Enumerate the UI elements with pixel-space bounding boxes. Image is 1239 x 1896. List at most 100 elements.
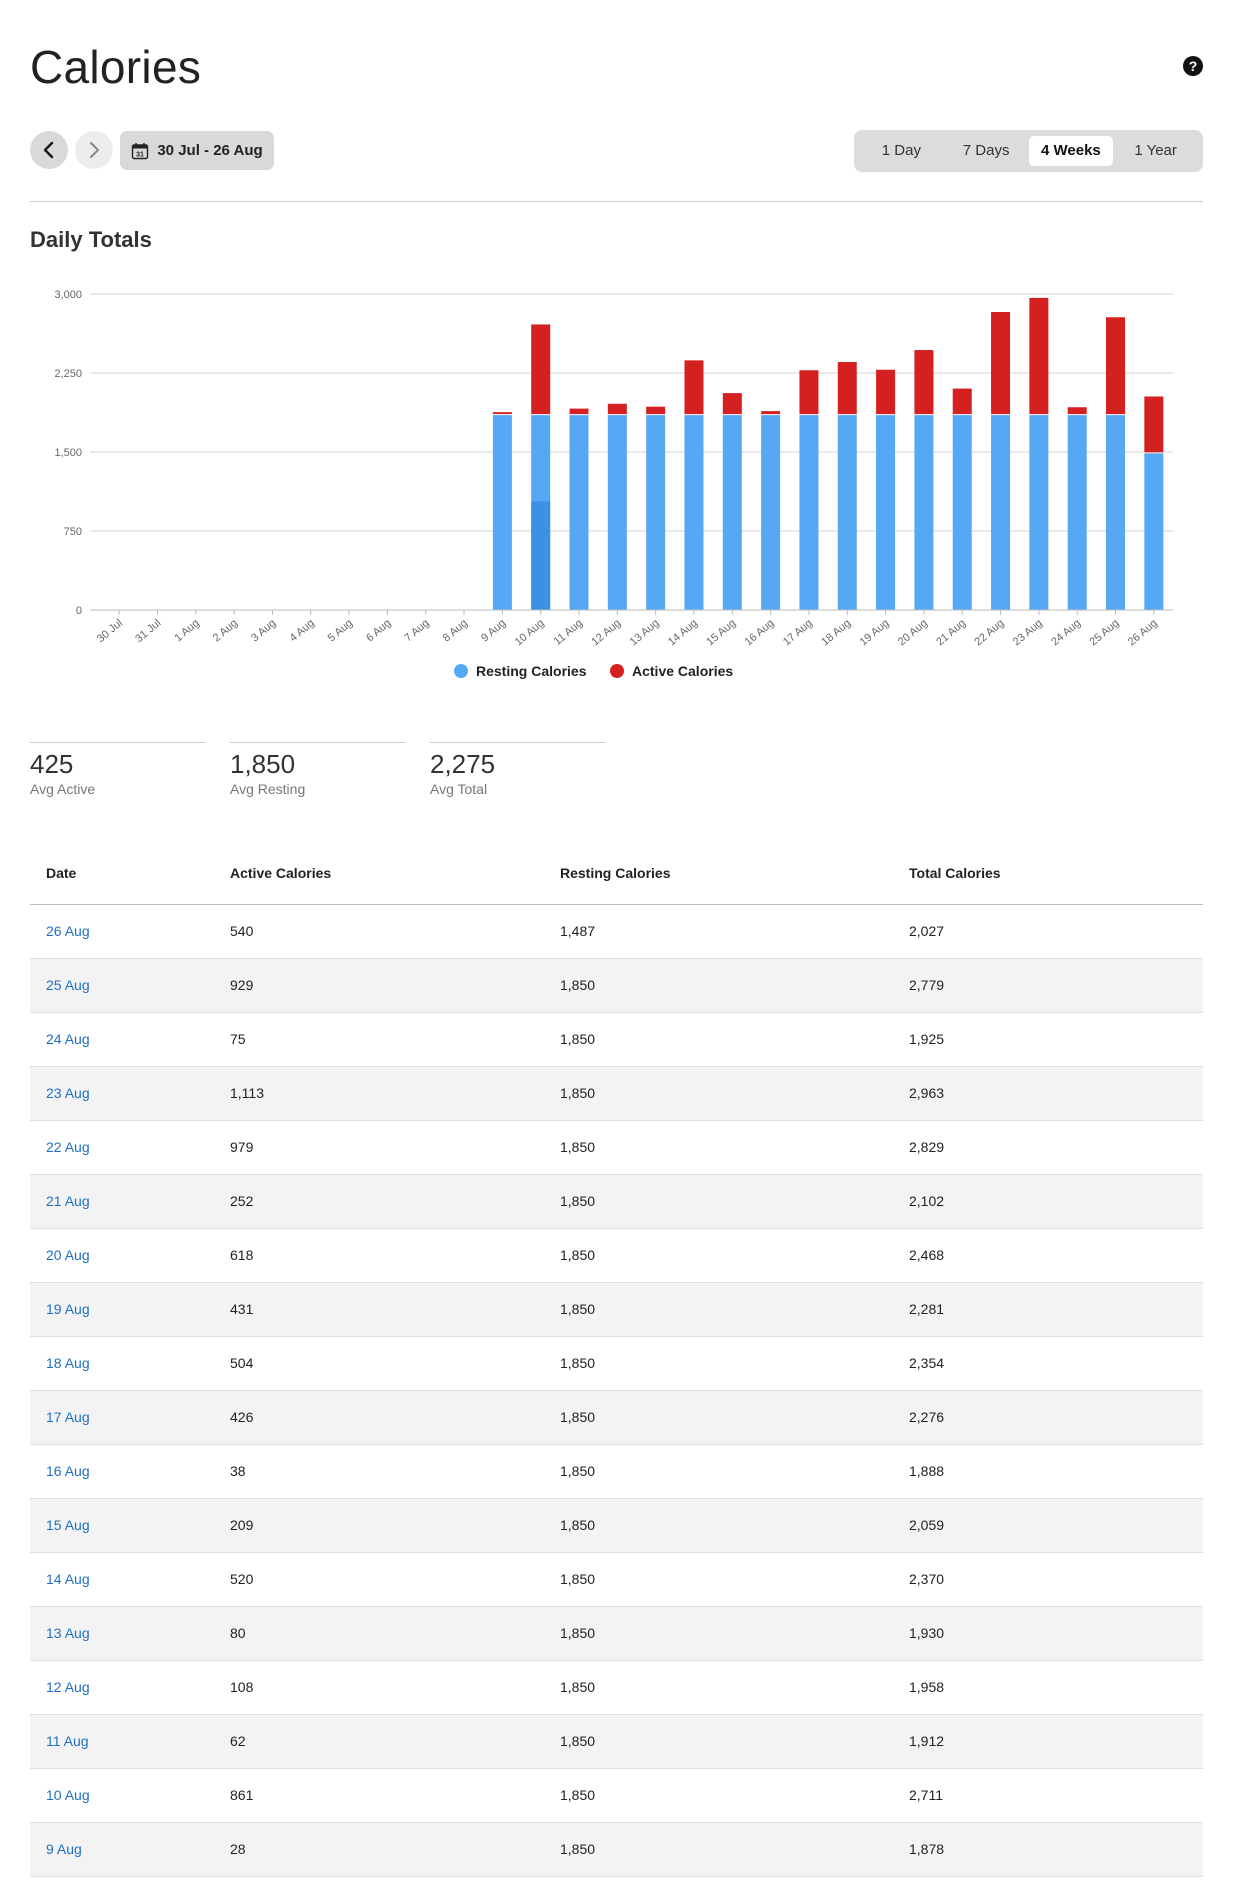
total-cell: 2,276 <box>893 1390 1203 1445</box>
next-period-button[interactable] <box>75 131 113 169</box>
active-bar <box>952 388 972 415</box>
active-cell: 38 <box>214 1444 544 1499</box>
table-row: 21 Aug 252 1,850 2,102 <box>30 1174 1203 1229</box>
range-option-7-days[interactable]: 7 Days <box>962 142 1010 159</box>
stat-value: 425 <box>30 749 74 779</box>
stat-value: 1,850 <box>230 749 296 779</box>
range-option-1-day[interactable]: 1 Day <box>881 142 921 159</box>
previous-period-button[interactable] <box>30 131 68 169</box>
date-link[interactable]: 14 Aug <box>30 1552 214 1607</box>
x-tick-label: 16 Aug <box>743 617 777 648</box>
active-cell: 1,113 <box>214 1066 544 1121</box>
active-bar <box>1144 396 1164 453</box>
resting-bar <box>991 415 1011 610</box>
date-link[interactable]: 10 Aug <box>30 1768 214 1823</box>
table-row: 19 Aug 431 1,850 2,281 <box>30 1282 1203 1337</box>
active-bar <box>492 412 512 415</box>
resting-cell: 1,487 <box>544 904 893 959</box>
y-tick-label: 3,000 <box>54 289 82 301</box>
active-bar <box>531 324 551 415</box>
date-link[interactable]: 15 Aug <box>30 1498 214 1553</box>
resting-cell: 1,850 <box>544 1336 893 1391</box>
x-tick-label: 12 Aug <box>589 617 623 648</box>
column-header-total[interactable]: Total Calories <box>893 843 1203 905</box>
date-link[interactable]: 13 Aug <box>30 1606 214 1661</box>
date-link[interactable]: 26 Aug <box>30 904 214 959</box>
date-range-button[interactable]: 31 30 Jul - 26 Aug <box>120 131 274 170</box>
x-tick-label: 8 Aug <box>441 617 470 644</box>
date-link[interactable]: 12 Aug <box>30 1660 214 1715</box>
resting-bar <box>914 415 934 610</box>
x-tick-label: 17 Aug <box>781 617 815 648</box>
x-tick-label: 18 Aug <box>819 617 853 648</box>
column-header-date[interactable]: Date <box>30 843 214 905</box>
chevron-right-icon <box>90 142 99 158</box>
date-link[interactable]: 25 Aug <box>30 958 214 1013</box>
active-cell: 62 <box>214 1714 544 1769</box>
active-cell: 431 <box>214 1282 544 1337</box>
resting-cell: 1,850 <box>544 1714 893 1769</box>
active-bar <box>837 362 857 415</box>
date-link[interactable]: 20 Aug <box>30 1228 214 1283</box>
total-cell: 2,102 <box>893 1174 1203 1229</box>
stat-label: Avg Total <box>430 781 488 797</box>
x-tick-label: 21 Aug <box>934 617 968 648</box>
x-tick-label: 15 Aug <box>704 617 738 648</box>
active-cell: 520 <box>214 1552 544 1607</box>
resting-cell: 1,850 <box>544 1174 893 1229</box>
range-option-1-year[interactable]: 1 Year <box>1134 142 1177 159</box>
x-tick-label: 31 Jul <box>133 617 163 645</box>
resting-cell: 1,850 <box>544 1012 893 1067</box>
active-cell: 80 <box>214 1606 544 1661</box>
x-tick-label: 20 Aug <box>896 617 930 648</box>
table-row: 13 Aug 80 1,850 1,930 <box>30 1606 1203 1661</box>
resting-bar <box>722 415 742 610</box>
resting-cell: 1,850 <box>544 1822 893 1877</box>
range-option-4-weeks[interactable]: 4 Weeks <box>1028 136 1114 166</box>
column-header-resting[interactable]: Resting Calories <box>544 843 893 905</box>
total-cell: 2,059 <box>893 1498 1203 1553</box>
x-tick-label: 25 Aug <box>1087 617 1121 648</box>
table-row: 10 Aug 861 1,850 2,711 <box>30 1768 1203 1823</box>
date-link[interactable]: 22 Aug <box>30 1120 214 1175</box>
resting-bar-highlight <box>531 501 551 610</box>
legend-resting-label: Resting Calories <box>476 663 587 679</box>
date-link[interactable]: 19 Aug <box>30 1282 214 1337</box>
resting-bar <box>1144 453 1164 610</box>
resting-bar <box>761 415 781 610</box>
active-bar <box>646 406 666 415</box>
total-cell: 1,912 <box>893 1714 1203 1769</box>
date-link[interactable]: 17 Aug <box>30 1390 214 1445</box>
resting-cell: 1,850 <box>544 1660 893 1715</box>
help-icon[interactable]: ? <box>1183 56 1203 76</box>
date-link[interactable]: 9 Aug <box>30 1822 214 1877</box>
date-link[interactable]: 24 Aug <box>30 1012 214 1067</box>
active-bar <box>799 370 819 415</box>
column-header-active[interactable]: Active Calories <box>214 843 544 905</box>
date-link[interactable]: 18 Aug <box>30 1336 214 1391</box>
x-tick-label: 4 Aug <box>287 617 316 644</box>
active-cell: 28 <box>214 1822 544 1877</box>
date-link[interactable]: 23 Aug <box>30 1066 214 1121</box>
active-bar <box>722 393 742 415</box>
resting-cell: 1,850 <box>544 1066 893 1121</box>
daily-totals-chart: 0 750 1,500 2,250 3,000 30 Jul 31 Jul 1 Aug 2 Au… <box>54 289 1173 679</box>
resting-bar <box>646 415 666 610</box>
date-link[interactable]: 16 Aug <box>30 1444 214 1499</box>
active-bar <box>569 408 589 415</box>
total-cell: 2,354 <box>893 1336 1203 1391</box>
date-link[interactable]: 21 Aug <box>30 1174 214 1229</box>
active-cell: 75 <box>214 1012 544 1067</box>
active-bar <box>761 411 781 415</box>
total-cell: 1,930 <box>893 1606 1203 1661</box>
active-cell: 979 <box>214 1120 544 1175</box>
active-bar <box>1029 297 1049 415</box>
resting-bar <box>492 415 512 610</box>
active-cell: 618 <box>214 1228 544 1283</box>
resting-bar <box>1067 415 1087 610</box>
date-link[interactable]: 11 Aug <box>30 1714 214 1769</box>
table-row: 20 Aug 618 1,850 2,468 <box>30 1228 1203 1283</box>
table-row: 25 Aug 929 1,850 2,779 <box>30 958 1203 1013</box>
table-body: 26 Aug 540 1,487 2,027 25 Aug 929 1,850 2,779 24… <box>30 904 1203 1877</box>
